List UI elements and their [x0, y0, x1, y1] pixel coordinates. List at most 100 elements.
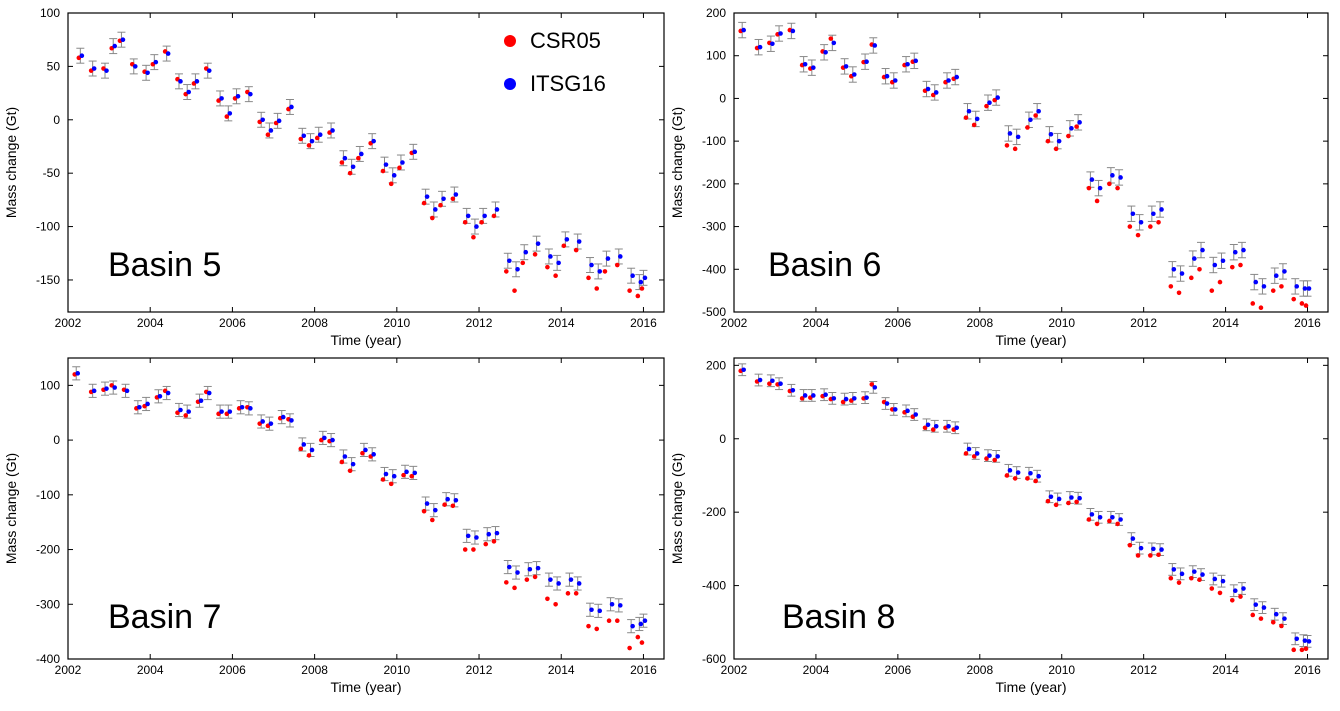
itsg16-point [112, 385, 118, 390]
itsg16-point [1302, 638, 1308, 643]
itsg16-point [1253, 279, 1259, 285]
itsg16-point [905, 61, 910, 67]
itsg16-point [342, 454, 348, 459]
itsg16-point [556, 581, 561, 586]
csr05-point [602, 269, 608, 274]
csr05-point [409, 473, 415, 479]
itsg16-point [1110, 173, 1115, 178]
itsg16-point [91, 66, 97, 71]
csr05-point [450, 196, 456, 202]
y-tick-label: -50 [43, 166, 61, 180]
csr05-point [491, 539, 497, 544]
itsg16-point [933, 90, 939, 95]
itsg16-point [913, 58, 919, 64]
y-tick-label: 0 [719, 91, 726, 105]
itsg16-point [1241, 247, 1246, 253]
legend-marker [504, 78, 516, 90]
itsg16-point [145, 401, 150, 407]
itsg16-point [605, 256, 611, 261]
y-tick-label: -100 [36, 220, 60, 234]
csr05-point [462, 220, 468, 225]
csr05-point [1053, 502, 1059, 508]
itsg16-point [383, 471, 389, 477]
itsg16-point [1089, 177, 1095, 182]
y-tick-label: -400 [702, 262, 726, 276]
csr05-point [1176, 290, 1182, 296]
csr05-point [1291, 647, 1297, 653]
itsg16-point [194, 79, 200, 84]
itsg16-point [198, 398, 204, 403]
csr05-point [1127, 224, 1133, 229]
itsg16-point [268, 421, 274, 426]
itsg16-point [933, 423, 939, 429]
itsg16-point [831, 40, 837, 46]
csr05-point [438, 202, 443, 208]
x-tick-label: 2010 [383, 316, 410, 330]
csr05-point [1168, 575, 1174, 581]
itsg16-point [280, 414, 286, 420]
x-tick-label: 2004 [803, 316, 830, 330]
itsg16-point [1192, 256, 1197, 261]
itsg16-point [823, 392, 828, 398]
itsg16-point [157, 394, 163, 399]
itsg16-point [1110, 515, 1115, 520]
itsg16-point [1220, 578, 1226, 584]
itsg16-point [322, 435, 327, 441]
itsg16-point [1212, 576, 1218, 582]
itsg16-point [248, 406, 253, 411]
csr05-point [930, 427, 936, 432]
itsg16-point [1179, 571, 1185, 577]
itsg16-point [1151, 546, 1156, 552]
itsg16-point [1273, 611, 1279, 617]
itsg16-point [301, 133, 307, 139]
itsg16-point [741, 27, 746, 33]
itsg16-point [576, 239, 582, 244]
y-tick-label: 200 [706, 358, 726, 372]
csr05-point [483, 541, 489, 547]
itsg16-point [474, 224, 479, 229]
itsg16-point [363, 447, 368, 453]
itsg16-point [617, 254, 623, 259]
itsg16-point [987, 100, 992, 105]
itsg16-point [609, 601, 615, 607]
csr05-point [1127, 542, 1133, 548]
itsg16-point [864, 395, 869, 400]
itsg16-point [597, 269, 603, 274]
itsg16-point [913, 412, 919, 417]
itsg16-point [770, 378, 775, 384]
itsg16-point [186, 89, 191, 95]
itsg16-point [317, 132, 323, 138]
csr05-point [1025, 476, 1030, 481]
itsg16-point [946, 423, 951, 429]
itsg16-point [1097, 185, 1103, 191]
itsg16-point [778, 381, 783, 386]
itsg16-point [1015, 134, 1021, 140]
itsg16-point [1273, 273, 1279, 278]
csr05-point [1074, 124, 1079, 129]
csr05-point [1189, 575, 1194, 581]
itsg16-point [642, 618, 648, 623]
itsg16-point [1261, 284, 1267, 289]
y-tick-label: 100 [40, 378, 60, 392]
itsg16-point [412, 470, 418, 476]
x-tick-label: 2016 [1294, 663, 1321, 677]
y-tick-label: -500 [702, 305, 726, 319]
itsg16-point [564, 237, 570, 242]
itsg16-point [1118, 517, 1123, 522]
csr05-point [1209, 586, 1215, 591]
itsg16-point [892, 407, 898, 412]
y-axis-label: Mass change (Gt) [3, 107, 19, 218]
csr05-point [442, 502, 447, 507]
csr05-point [545, 596, 550, 602]
itsg16-point [852, 72, 857, 77]
itsg16-point [617, 603, 623, 608]
itsg16-point [811, 393, 816, 398]
csr05-point [1135, 232, 1141, 238]
y-axis-label: Mass change (Gt) [669, 453, 685, 564]
csr05-point [479, 220, 484, 225]
csr05-point [421, 508, 427, 514]
csr05-point [984, 456, 989, 461]
itsg16-point [235, 93, 241, 99]
itsg16-point [757, 44, 763, 50]
y-tick-label: -600 [702, 652, 726, 666]
